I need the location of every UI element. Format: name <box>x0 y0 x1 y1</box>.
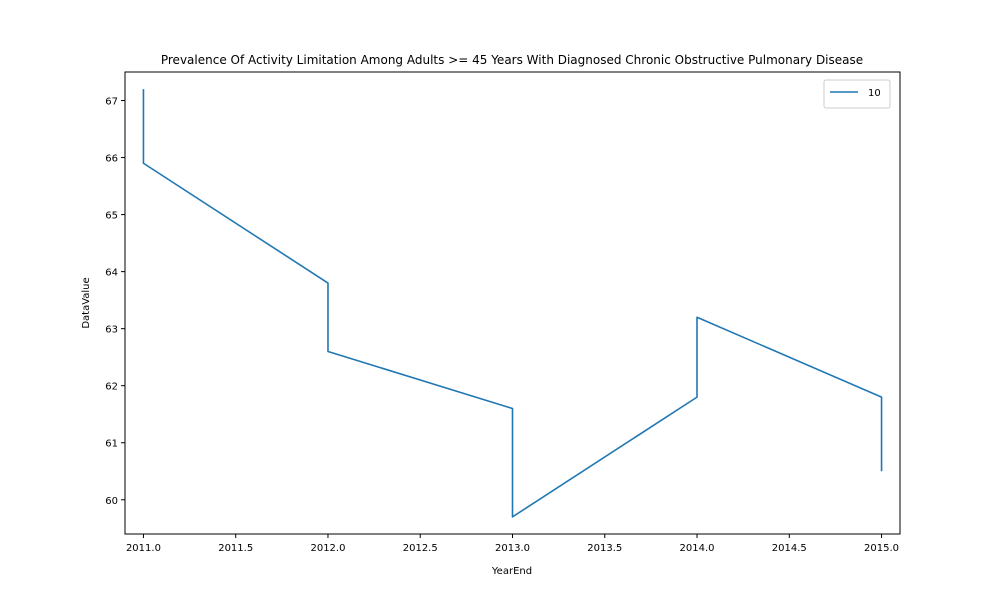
y-tick-label: 64 <box>105 268 118 279</box>
y-tick-label: 63 <box>105 325 118 336</box>
x-axis-label: YearEnd <box>491 566 532 577</box>
y-tick-label: 66 <box>105 154 118 165</box>
chart-title: Prevalence Of Activity Limitation Among … <box>161 53 863 67</box>
x-tick-label: 2011.5 <box>218 543 253 554</box>
y-tick-label: 61 <box>105 439 118 450</box>
legend-label: 10 <box>868 88 881 99</box>
x-tick-label: 2013.5 <box>587 543 622 554</box>
x-tick-label: 2011.0 <box>126 543 161 554</box>
y-tick-label: 65 <box>105 211 118 222</box>
y-axis-label: DataValue <box>81 277 92 328</box>
x-tick-label: 2012.5 <box>403 543 438 554</box>
x-tick-label: 2015.0 <box>864 543 899 554</box>
x-axis: 2011.0 2011.5 2012.0 2012.5 2013.0 2013.5 2014… <box>126 534 899 554</box>
x-tick-label: 2014.5 <box>772 543 807 554</box>
y-tick-label: 62 <box>105 382 118 393</box>
legend: 10 <box>823 79 891 109</box>
y-tick-label: 67 <box>105 97 118 108</box>
y-axis: 60 61 62 63 64 65 66 67 <box>105 97 125 507</box>
x-tick-label: 2013.0 <box>495 543 530 554</box>
x-tick-label: 2014.0 <box>680 543 715 554</box>
y-tick-label: 60 <box>105 496 118 507</box>
x-tick-label: 2012.0 <box>310 543 345 554</box>
legend-box <box>823 79 891 109</box>
series-line-10 <box>142 89 883 518</box>
series-layer <box>142 89 883 518</box>
